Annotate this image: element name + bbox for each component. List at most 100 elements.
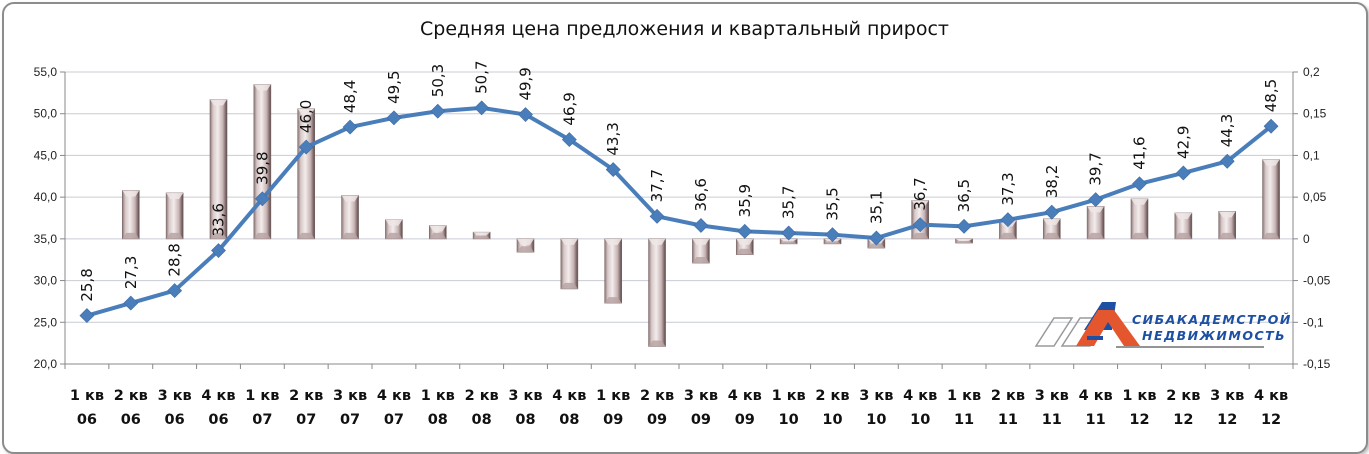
x-axis-label-year: 06 — [121, 412, 141, 428]
diamond-marker-icon — [298, 139, 314, 155]
x-axis-label-year: 12 — [1261, 412, 1281, 428]
x-axis-label: 3 кв — [508, 388, 542, 404]
price-data-label: 38,2 — [1043, 165, 1061, 198]
price-data-label: 42,9 — [1174, 126, 1192, 159]
price-data-label: 50,3 — [429, 64, 447, 97]
price-data-label: 44,3 — [1218, 114, 1236, 147]
diamond-marker-icon — [912, 217, 928, 233]
right-axis-tick: -0,05 — [1303, 274, 1331, 288]
x-axis-label: 3 кв — [1210, 388, 1244, 404]
left-axis-tick: 30,0 — [34, 274, 58, 288]
x-axis-label: 4 кв — [552, 388, 586, 404]
x-axis-label: 3 кв — [684, 388, 718, 404]
x-axis-label: 4 кв — [1079, 388, 1113, 404]
price-line — [79, 100, 1279, 324]
x-axis-label-year: 10 — [779, 412, 799, 428]
growth-bar — [604, 238, 623, 304]
x-axis-label-year: 12 — [1173, 412, 1193, 428]
price-data-label: 33,6 — [210, 203, 228, 236]
growth-bar — [1262, 159, 1280, 240]
left-axis-tick: 20,0 — [34, 357, 58, 371]
x-axis-label-year: 06 — [165, 412, 185, 428]
growth-bar — [648, 238, 666, 347]
left-axis-tick: 55,0 — [34, 65, 58, 79]
x-axis-label: 1 кв — [70, 388, 104, 404]
price-data-label: 39,7 — [1087, 152, 1105, 185]
x-axis-label: 1 кв — [245, 388, 279, 404]
x-axis-label-year: 09 — [691, 412, 711, 428]
price-data-label: 37,3 — [999, 172, 1017, 205]
diamond-marker-icon — [649, 208, 665, 224]
x-axis-label-year: 09 — [735, 412, 755, 428]
diamond-marker-icon — [1044, 204, 1060, 220]
x-axis-label: 3 кв — [158, 388, 192, 404]
price-data-label: 49,9 — [517, 67, 535, 100]
x-axis-label-year: 06 — [208, 412, 228, 428]
price-data-label: 35,7 — [780, 186, 798, 219]
diamond-marker-icon — [781, 225, 797, 241]
price-data-label: 36,6 — [692, 178, 710, 211]
growth-bar — [1130, 198, 1149, 240]
diamond-marker-icon — [1088, 192, 1104, 208]
x-axis-label-year: 11 — [998, 412, 1018, 428]
logo-line1: СИБАКАДЕМСТРОЙ — [1132, 312, 1292, 327]
diamond-marker-icon — [386, 110, 402, 126]
diamond-marker-icon — [825, 227, 840, 243]
x-axis-label-year: 08 — [428, 412, 448, 428]
diamond-marker-icon — [1000, 212, 1016, 228]
x-axis-label: 3 кв — [333, 388, 367, 404]
x-axis-label-year: 10 — [866, 412, 886, 428]
price-data-label: 50,7 — [473, 60, 491, 93]
growth-bar — [560, 238, 579, 290]
diamond-marker-icon — [1132, 176, 1147, 192]
diamond-marker-icon — [123, 295, 139, 311]
diamond-marker-icon — [1263, 118, 1279, 134]
price-data-label: 46,9 — [560, 92, 578, 125]
price-data-label: 49,5 — [385, 70, 403, 103]
growth-bar — [121, 190, 140, 240]
x-axis-label: 2 кв — [289, 388, 323, 404]
x-axis-label-year: 11 — [954, 412, 974, 428]
x-axis-label: 3 кв — [859, 388, 893, 404]
chart-title: Средняя цена предложения и квартальный п… — [420, 18, 949, 40]
x-axis-label-year: 12 — [1129, 412, 1149, 428]
price-line-path — [86, 105, 1273, 318]
diamond-marker-icon — [561, 132, 577, 148]
price-data-label: 43,3 — [604, 122, 622, 155]
x-axis-label: 4 кв — [377, 388, 411, 404]
x-axis-label: 4 кв — [201, 388, 235, 404]
price-data-label: 28,8 — [166, 243, 184, 276]
price-data-label: 46,0 — [297, 100, 315, 133]
left-axis-tick: 25,0 — [34, 315, 58, 329]
x-axis-label-year: 07 — [340, 412, 360, 428]
x-axis-label-year: 07 — [252, 412, 272, 428]
logo-line2: НЕДВИЖИМОСТЬ — [1142, 328, 1286, 343]
diamond-marker-icon — [211, 243, 226, 258]
diamond-marker-icon — [474, 100, 490, 116]
x-axis-label: 2 кв — [1166, 388, 1200, 404]
price-data-label: 35,1 — [867, 191, 885, 224]
price-data-label: 25,8 — [78, 268, 96, 301]
right-axis-tick: 0,05 — [1303, 190, 1327, 204]
x-axis-label: 2 кв — [465, 388, 499, 404]
diamond-marker-icon — [167, 283, 183, 299]
right-axis-tick: 0,15 — [1303, 107, 1327, 121]
x-axis-label-year: 09 — [603, 412, 623, 428]
x-axis-label: 2 кв — [114, 388, 148, 404]
data-labels: 25,8 27,3 28,8 33,6 39,8 46,0 48,4 49,5 50,3 50,7… — [78, 60, 1280, 301]
x-axis-label-year: 06 — [77, 412, 97, 428]
x-axis-label-year: 11 — [1042, 412, 1062, 428]
diamond-marker-icon — [1175, 165, 1191, 181]
left-axis-tick: 35,0 — [34, 232, 58, 246]
diamond-marker-icon — [518, 107, 533, 122]
x-axis-label: 1 кв — [1122, 388, 1156, 404]
price-data-label: 39,8 — [253, 151, 271, 184]
x-axis-label-year: 09 — [647, 412, 667, 428]
diamond-marker-icon — [1219, 153, 1235, 169]
right-axis-tick: -0,1 — [1303, 315, 1324, 329]
x-axis-label-year: 07 — [384, 412, 404, 428]
diamond-marker-icon — [737, 223, 753, 239]
diamond-marker-icon — [956, 218, 972, 234]
left-axis-tick: 45,0 — [34, 148, 58, 162]
